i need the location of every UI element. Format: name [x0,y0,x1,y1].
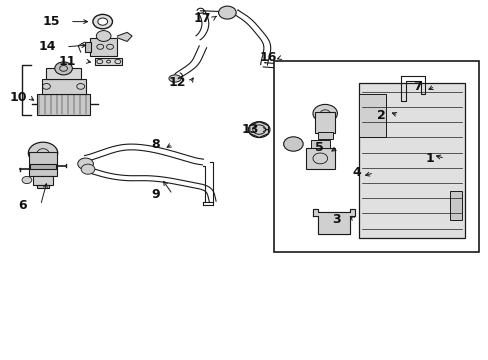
Circle shape [22,176,32,184]
Bar [95,58,122,65]
Circle shape [28,142,58,164]
Circle shape [218,6,236,19]
Text: 17: 17 [193,12,210,24]
Circle shape [55,62,72,75]
Text: 6: 6 [19,199,27,212]
Text: 16: 16 [259,51,276,64]
Bar [33,176,53,185]
Bar [84,42,91,52]
Bar [29,152,57,176]
Text: 9: 9 [151,188,160,201]
Text: 12: 12 [168,76,186,89]
Bar [90,38,117,56]
Text: 7: 7 [412,80,421,93]
Bar [46,68,81,79]
Bar [305,148,334,169]
Text: 10: 10 [10,91,27,104]
Text: 3: 3 [332,213,341,226]
Polygon shape [312,209,354,234]
Bar [359,83,464,238]
Text: 14: 14 [38,40,56,53]
Polygon shape [400,76,425,101]
Circle shape [98,18,107,25]
Circle shape [93,14,112,29]
Circle shape [81,164,95,174]
Ellipse shape [169,75,181,82]
Text: 4: 4 [351,166,360,179]
Polygon shape [117,32,132,41]
Bar [30,164,56,169]
Bar [37,185,49,188]
Text: 8: 8 [151,138,160,150]
Text: 11: 11 [59,55,76,68]
Text: 2: 2 [376,109,385,122]
Circle shape [283,137,303,151]
Circle shape [312,104,337,122]
Bar [317,132,332,139]
Text: 1: 1 [425,152,433,165]
Bar [37,94,90,115]
Circle shape [78,158,93,170]
Bar [273,61,478,252]
Bar [310,140,329,148]
Bar [315,112,334,133]
Circle shape [96,31,111,41]
Text: 13: 13 [242,123,259,136]
Text: 15: 15 [43,15,61,28]
Bar [449,191,461,220]
Bar [359,94,385,137]
Bar [41,79,85,94]
Bar [320,216,346,232]
Circle shape [248,122,269,138]
Text: 5: 5 [315,141,324,154]
